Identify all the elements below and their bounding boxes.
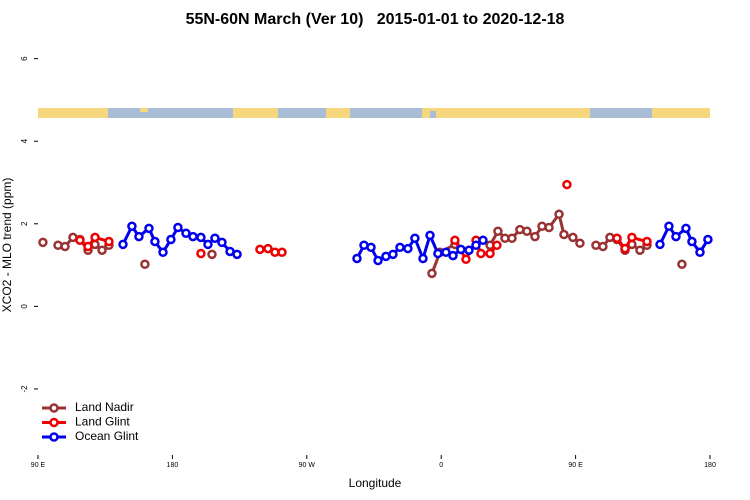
x-axis-label: Longitude (349, 476, 402, 490)
point (196, 232, 206, 243)
map-band (38, 108, 710, 118)
point (448, 250, 458, 261)
y-tick-label: 6 (20, 56, 29, 61)
point (575, 238, 585, 248)
point (158, 247, 168, 258)
point (664, 221, 674, 232)
point (559, 229, 569, 240)
point (471, 240, 481, 251)
point (196, 248, 206, 259)
y-tick-label: 2 (20, 221, 29, 226)
point (60, 241, 70, 252)
point (134, 231, 144, 242)
point (395, 242, 405, 253)
point (366, 242, 376, 253)
point (456, 244, 466, 255)
x-tick-label: 0 (439, 462, 443, 469)
point (173, 222, 183, 233)
y-tick-label: 4 (20, 138, 29, 143)
point (476, 248, 486, 259)
point (352, 253, 362, 264)
point (433, 248, 443, 259)
point (562, 179, 572, 190)
point (620, 243, 630, 254)
point (627, 232, 637, 243)
point (277, 247, 287, 258)
point (544, 222, 554, 233)
point (373, 255, 383, 266)
point (140, 259, 150, 270)
y-axis-label: XCO2 - MLO trend (ppm) (0, 178, 14, 313)
point (150, 236, 160, 247)
point (554, 209, 564, 220)
point (427, 268, 437, 279)
point (450, 235, 460, 246)
point (703, 234, 713, 245)
point (127, 221, 137, 232)
point (166, 234, 176, 245)
point (118, 239, 128, 250)
point (188, 231, 198, 242)
legend-label: Ocean Glint (75, 429, 139, 443)
point (144, 223, 154, 234)
y-tick-label: 0 (20, 304, 29, 309)
legend-label: Land Nadir (75, 400, 134, 414)
point (425, 230, 435, 241)
point (83, 241, 93, 252)
point (677, 259, 687, 270)
point (75, 235, 85, 246)
point (388, 249, 398, 260)
point (493, 226, 503, 236)
point (255, 244, 265, 255)
x-tick-label: 90 E (31, 462, 46, 469)
point (410, 233, 420, 243)
point (695, 247, 705, 258)
point (568, 232, 578, 243)
x-tick-label: 90 E (568, 462, 583, 469)
point (492, 240, 502, 251)
point (642, 236, 652, 247)
point (403, 243, 413, 254)
point (522, 226, 532, 236)
point (530, 231, 540, 242)
point (612, 233, 622, 243)
point (635, 245, 645, 255)
point (207, 249, 217, 260)
point (478, 235, 488, 246)
x-tick-label: 90 W (299, 462, 316, 469)
point (461, 254, 471, 265)
point (97, 245, 107, 255)
y-tick-label: -2 (20, 385, 29, 393)
point (263, 243, 273, 254)
legend-marker (49, 432, 59, 442)
point (681, 223, 691, 234)
point (210, 233, 220, 243)
point (203, 239, 213, 250)
point (104, 236, 114, 247)
point (687, 236, 697, 247)
legend-label: Land Glint (75, 415, 130, 429)
point (217, 237, 227, 248)
point (464, 245, 474, 255)
point (671, 231, 681, 242)
chart-title: 55N-60N March (Ver 10) 2015-01-01 to 202… (186, 11, 565, 28)
point (181, 228, 191, 239)
point (655, 239, 665, 250)
point (232, 249, 242, 260)
point (418, 253, 428, 264)
point (485, 248, 495, 259)
x-tick-label: 180 (704, 462, 716, 469)
point (507, 233, 517, 243)
legend-marker (49, 417, 59, 428)
point (38, 237, 48, 248)
legend-marker (49, 403, 59, 413)
x-tick-label: 180 (167, 462, 179, 469)
point (598, 241, 608, 252)
point (441, 247, 451, 258)
point (90, 232, 100, 243)
